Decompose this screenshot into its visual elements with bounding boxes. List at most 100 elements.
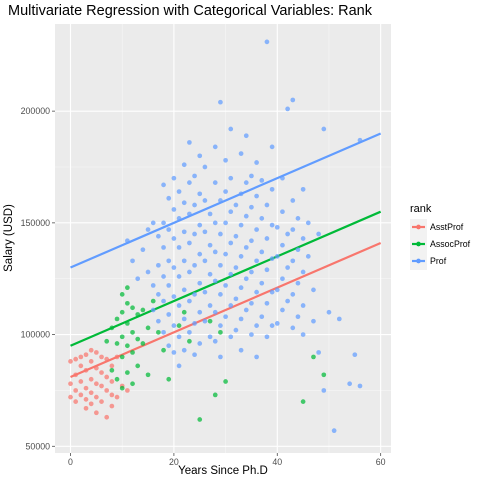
chart-title: Multivariate Regression with Categorical… — [8, 3, 373, 19]
prof-data-point — [176, 274, 182, 279]
prof-data-point — [254, 160, 259, 165]
y-tick-label: 50000 — [26, 441, 51, 451]
prof-data-point — [254, 227, 259, 232]
prof-data-point — [269, 222, 275, 228]
asstprof-data-point — [78, 354, 84, 360]
prof-data-point — [145, 227, 151, 232]
assocprof-data-point — [125, 321, 130, 326]
asstprof-data-point — [68, 359, 73, 364]
prof-data-point — [181, 287, 187, 293]
prof-data-point — [259, 280, 265, 286]
asstprof-data-point — [88, 401, 94, 407]
asstprof-data-point — [109, 363, 115, 369]
prof-data-point — [176, 334, 182, 340]
prof-data-point — [290, 325, 296, 331]
prof-data-point — [243, 245, 249, 250]
prof-data-point — [254, 289, 259, 295]
prof-data-point — [212, 338, 218, 344]
asstprof-data-point — [73, 399, 79, 404]
prof-data-point — [269, 323, 275, 328]
prof-data-point — [347, 381, 352, 387]
prof-data-point — [212, 144, 218, 150]
prof-data-point — [352, 352, 358, 358]
prof-data-point — [192, 231, 197, 237]
prof-data-point — [171, 265, 177, 270]
prof-data-point — [212, 180, 218, 185]
prof-data-point — [202, 164, 208, 170]
assocprof-fit-line — [70, 210, 382, 347]
assocprof-data-point — [119, 309, 125, 315]
assocprof-legend-point — [416, 241, 421, 247]
assocprof-data-point — [150, 298, 156, 304]
prof-data-point — [274, 224, 280, 230]
prof-data-point — [259, 216, 265, 221]
y-tick-label: 150000 — [21, 218, 50, 228]
asstprof-data-point — [104, 374, 110, 380]
prof-data-point — [166, 283, 172, 288]
asstprof-data-point — [88, 347, 94, 353]
prof-data-point — [264, 267, 270, 273]
asstprof-data-point — [88, 359, 94, 364]
prof-data-point — [259, 249, 265, 255]
prof-legend-label: Prof — [430, 256, 447, 266]
data-points — [68, 39, 363, 434]
asstprof-data-point — [94, 381, 99, 387]
prof-data-point — [233, 202, 239, 208]
prof-data-point — [290, 198, 296, 203]
prof-data-point — [202, 289, 208, 295]
prof-data-point — [264, 236, 270, 241]
prof-data-point — [166, 312, 172, 317]
prof-data-point — [181, 162, 187, 168]
prof-data-point — [357, 383, 363, 389]
prof-data-point — [187, 298, 192, 304]
assocprof-data-point — [321, 372, 327, 378]
prof-data-point — [161, 329, 166, 335]
x-axis-ticks: 0 20 40 60 — [68, 453, 386, 467]
prof-data-point — [197, 222, 203, 228]
prof-data-point — [223, 283, 228, 288]
assocprof-data-point — [156, 329, 161, 335]
prof-data-point — [259, 314, 265, 320]
assocprof-data-point — [119, 354, 125, 360]
prof-data-point — [202, 258, 208, 264]
prof-data-point — [176, 363, 182, 369]
prof-data-point — [156, 262, 161, 268]
y-tick-label: 100000 — [21, 330, 50, 340]
prof-data-point — [207, 242, 213, 248]
assocprof-data-point — [135, 312, 141, 317]
prof-data-point — [285, 106, 290, 112]
prof-data-point — [321, 388, 327, 393]
prof-data-point — [300, 269, 306, 275]
prof-data-point — [166, 195, 172, 201]
asstprof-data-point — [83, 397, 89, 402]
prof-data-point — [290, 258, 296, 264]
assocprof-data-point — [125, 285, 130, 291]
x-tick-label: 40 — [272, 457, 282, 467]
asstprof-data-point — [99, 399, 104, 404]
assocprof-data-point — [114, 316, 120, 322]
prof-data-point — [280, 242, 285, 248]
prof-data-point — [228, 271, 234, 277]
asstprof-data-point — [83, 367, 89, 373]
prof-data-point — [249, 300, 254, 306]
assocprof-data-point — [109, 367, 115, 373]
prof-data-point — [212, 220, 218, 226]
assocprof-legend-label: AssocProf — [430, 239, 471, 249]
prof-data-point — [181, 200, 187, 206]
prof-data-point — [233, 233, 239, 239]
asstprof-data-point — [78, 363, 84, 369]
prof-data-point — [187, 240, 192, 246]
prof-data-point — [336, 316, 342, 322]
assocprof-data-point — [135, 336, 141, 342]
assocprof-data-point — [197, 417, 203, 422]
prof-data-point — [218, 354, 223, 360]
prof-data-point — [280, 276, 285, 282]
prof-data-point — [140, 247, 146, 253]
prof-data-point — [207, 334, 213, 340]
asstprof-data-point — [73, 388, 79, 393]
prof-data-point — [280, 307, 285, 313]
prof-data-point — [181, 347, 187, 353]
prof-data-point — [228, 303, 234, 308]
prof-data-point — [243, 307, 249, 313]
